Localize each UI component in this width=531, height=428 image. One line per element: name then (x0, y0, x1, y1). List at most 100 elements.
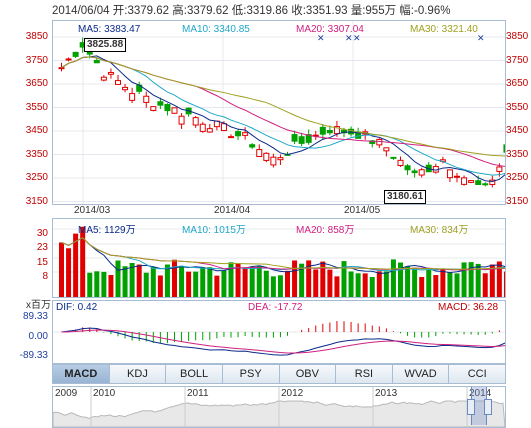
tab-wvad[interactable]: WVAD (393, 365, 450, 383)
candle (129, 93, 136, 101)
volume-bar (143, 272, 149, 297)
vol-ma5-legend: MA5: 1129万 (78, 225, 136, 236)
candle (461, 177, 468, 185)
candle (270, 156, 277, 166)
tab-rsi[interactable]: RSI (336, 365, 393, 383)
tab-cci[interactable]: CCI (467, 368, 487, 380)
axis-tick-label: 3450 (506, 125, 529, 136)
candle (93, 59, 100, 64)
volume-bar (355, 273, 361, 297)
macd-chart (53, 321, 505, 356)
candle (171, 107, 178, 114)
volume-bar (369, 277, 375, 297)
volume-bar (164, 264, 170, 297)
candle (503, 144, 505, 153)
volume-bar (115, 260, 121, 297)
axis-tick-label: 8 (42, 271, 48, 282)
navigator-right-handle[interactable] (484, 399, 492, 415)
candle (496, 166, 503, 172)
volume-bar (193, 271, 199, 297)
tab-obv[interactable]: OBV (280, 365, 337, 383)
volume-bar (320, 261, 326, 297)
nav-year-2011: 2011 (187, 388, 209, 399)
price-ma20-legend: MA20: 3307.04 (296, 24, 364, 35)
event-marker: ✕ (317, 34, 325, 44)
volume-panel[interactable] (52, 218, 506, 298)
tab-kdj[interactable]: KDJ (110, 365, 167, 383)
candle (122, 86, 129, 91)
volume-bar (419, 277, 425, 297)
high-value: 3379.62 (186, 5, 229, 17)
price-ma10-legend: MA10: 3340.85 (182, 24, 250, 35)
macd-panel[interactable] (52, 300, 506, 364)
ma20-line (61, 56, 505, 167)
timeline-navigator[interactable]: 2009 2010 2011 2012 2013 2014 (52, 386, 506, 428)
tab-macd[interactable]: MACD (53, 365, 110, 383)
axis-tick-label: 3750 (25, 54, 48, 66)
axis-tick-label: 3150 (506, 195, 529, 207)
candle (263, 152, 270, 161)
volume-bar (334, 276, 340, 297)
volume-bar (172, 259, 177, 297)
volume-bar (306, 260, 312, 297)
candle (206, 128, 213, 133)
vol-ma5-line (61, 237, 505, 274)
volume-bar (87, 272, 93, 297)
navigator-left-handle[interactable] (467, 399, 475, 415)
volume-bar (489, 264, 495, 297)
volume-bar (263, 270, 269, 297)
ma30-line (61, 56, 505, 157)
tab-boll[interactable]: BOLL (166, 365, 223, 383)
volume-bar (405, 266, 411, 297)
volume-bar (221, 270, 227, 297)
low-price-box: 3180.61 (384, 190, 427, 204)
axis-tick-label: 3450 (25, 125, 48, 136)
low-value: 3319.86 (246, 5, 289, 17)
volume-bar (285, 270, 290, 297)
axis-tick-label: 3850 (506, 31, 529, 42)
tab-psy[interactable]: PSY (223, 365, 280, 383)
axis-tick-label: 3350 (506, 148, 529, 160)
axis-tick-label: 89.33 (22, 311, 48, 322)
candle (164, 104, 171, 112)
volume-bar (200, 267, 206, 297)
open-label: 开: (112, 5, 128, 17)
candle (446, 169, 453, 179)
candle (390, 156, 397, 159)
volume-bar (136, 264, 142, 297)
volume-bar (299, 263, 305, 297)
volume-bar (129, 262, 135, 297)
candle (404, 165, 411, 171)
candle (277, 157, 284, 161)
volume-bar (256, 266, 262, 297)
nav-year-2009: 2009 (55, 388, 78, 399)
navigator-sparkline (53, 387, 505, 427)
candle (192, 117, 199, 126)
candle (418, 169, 425, 176)
vol-ma10-line (61, 237, 505, 272)
volume-bar (426, 269, 432, 297)
volume-bar (496, 261, 502, 297)
volume-bar (66, 248, 72, 297)
candle (58, 67, 65, 70)
volume-bar (242, 267, 248, 297)
high-label: 高: (172, 5, 187, 17)
price-ma30-legend: MA30: 3321.40 (410, 24, 478, 35)
volume-bar (249, 267, 255, 297)
volume-bar (433, 275, 439, 297)
volume-bar (59, 242, 64, 297)
candle (333, 126, 340, 135)
volume-bar (179, 266, 185, 297)
change-value: -0.96% (414, 5, 451, 17)
volume-bar (454, 273, 460, 297)
vol-ma20-line (61, 237, 505, 271)
candle (298, 136, 305, 144)
volume-bar (122, 266, 128, 297)
volume-bar (390, 259, 396, 297)
volume-bar (362, 273, 368, 297)
candle (291, 134, 298, 142)
price-panel[interactable]: ✕ ✕ ✕ ✕ (52, 20, 506, 205)
volume-bar (277, 275, 283, 297)
volume-bar (475, 263, 481, 297)
volume-bar (235, 263, 241, 297)
